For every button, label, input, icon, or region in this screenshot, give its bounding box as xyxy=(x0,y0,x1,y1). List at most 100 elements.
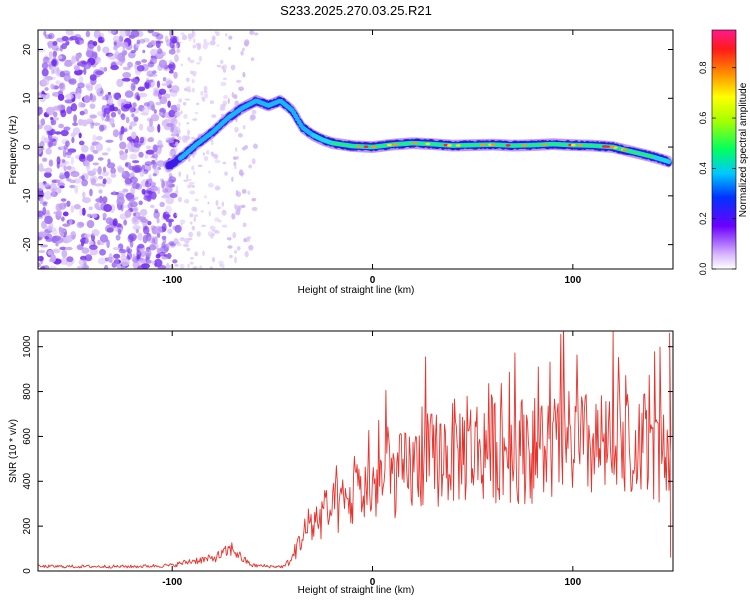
heatmap-noise-blob xyxy=(91,51,98,59)
heatmap-noise-blob xyxy=(117,167,125,173)
heatmap-noise-blob xyxy=(91,229,100,237)
heatmap-noise-blob xyxy=(115,234,121,241)
heatmap-noise-blob xyxy=(44,92,50,100)
heatmap-noise-blob xyxy=(108,253,113,261)
heatmap-ridge-hotspot xyxy=(480,143,486,147)
heatmap-noise-blob xyxy=(81,145,89,153)
heatmap-noise-blob xyxy=(236,79,242,84)
heatmap-noise-blob xyxy=(203,38,207,45)
heatmap-noise-blob xyxy=(120,265,125,269)
heatmap-noise-blob xyxy=(76,62,83,67)
heatmap-noise-blob xyxy=(196,102,200,106)
heatmap-noise-blob xyxy=(192,266,197,269)
heatmap-noise-blob xyxy=(128,125,133,130)
heatmap-noise-blob xyxy=(52,248,61,254)
heatmap-noise-blob xyxy=(242,71,246,78)
heatmap-noise-blob xyxy=(176,243,182,247)
heatmap-noise-blob xyxy=(235,210,241,216)
heatmap-noise-blob xyxy=(142,226,150,235)
heatmap-noise-blob xyxy=(89,188,93,197)
heatmap-noise-blob xyxy=(41,78,50,86)
heatmap-noise-blob xyxy=(180,63,184,67)
heatmap-noise-blob xyxy=(214,31,217,34)
heatmap-noise-blob xyxy=(243,238,247,243)
heatmap-noise-blob xyxy=(236,155,239,160)
heatmap-noise-blob xyxy=(131,164,141,174)
heatmap-noise-blob xyxy=(193,216,196,223)
heatmap-ridge-peak xyxy=(650,155,655,159)
heatmap-noise-blob xyxy=(153,166,160,174)
heatmap-noise-blob xyxy=(186,122,190,125)
heatmap-noise-blob xyxy=(244,39,250,46)
heatmap-noise-blob xyxy=(221,224,228,228)
heatmap-noise-blob xyxy=(180,110,183,114)
heatmap-noise-blob xyxy=(103,264,109,269)
heatmap-noise-blob xyxy=(102,178,107,185)
heatmap-noise-blob xyxy=(71,136,75,144)
heatmap-noise-blob xyxy=(48,32,55,40)
heatmap-noise-blob xyxy=(78,222,85,227)
heatmap-noise-blob xyxy=(95,70,104,75)
heatmap-noise-blob xyxy=(44,34,53,40)
heatmap-noise-blob xyxy=(116,78,124,88)
heatmap-noise-blob xyxy=(55,203,63,212)
heatmap-noise-blob xyxy=(88,206,93,211)
heatmap-noise-blob xyxy=(123,128,128,132)
heatmap-noise-blob xyxy=(83,94,91,104)
heatmap-noise-blob xyxy=(191,79,195,84)
heatmap-noise-blob xyxy=(181,34,188,41)
heatmap-noise-blob xyxy=(101,112,105,121)
heatmap-noise-blob xyxy=(178,171,182,177)
heatmap-noise-blob xyxy=(47,227,57,232)
heatmap-noise-blob xyxy=(169,192,178,199)
heatmap-ridge-hotspot xyxy=(542,143,547,146)
heatmap-noise-blob xyxy=(76,40,80,45)
heatmap-noise-blob xyxy=(81,263,89,269)
heatmap-noise-blob xyxy=(148,178,152,185)
heatmap-noise-blob xyxy=(237,133,243,138)
heatmap-noise-blob xyxy=(101,170,110,177)
heatmap-noise-blob xyxy=(89,114,98,119)
heatmap-noise-blob xyxy=(153,210,160,219)
heatmap-noise-blob xyxy=(99,124,105,132)
heatmap-noise-blob xyxy=(178,121,181,128)
heatmap-ridge-hotspot xyxy=(363,145,369,148)
heatmap-noise-blob xyxy=(194,251,198,257)
heatmap-noise-blob xyxy=(117,108,121,115)
heatmap-noise-blob xyxy=(44,236,49,240)
heatmap-noise-blob xyxy=(81,61,88,65)
heatmap-noise-blob xyxy=(209,100,215,104)
heatmap-noise-blob xyxy=(146,125,155,133)
heatmap-noise-blob xyxy=(174,111,181,118)
heatmap-noise-blob xyxy=(86,154,94,162)
heatmap-noise-blob xyxy=(203,85,208,92)
heatmap-noise-blob xyxy=(45,148,52,155)
heatmap-noise-blob xyxy=(70,103,78,112)
heatmap-noise-blob xyxy=(63,202,67,208)
heatmap-noise-blob xyxy=(120,258,130,267)
heatmap-noise-blob xyxy=(68,219,73,225)
heatmap-noise-blob xyxy=(209,40,216,46)
heatmap-noise-blob xyxy=(60,146,67,151)
heatmap-noise-blob xyxy=(103,107,111,115)
heatmap-noise-blob xyxy=(138,151,144,158)
heatmap-noise-blob xyxy=(85,49,93,58)
heatmap-noise-blob xyxy=(94,202,100,210)
heatmap-noise-blob xyxy=(107,158,111,164)
heatmap-noise-blob xyxy=(144,161,153,166)
heatmap-noise-blob xyxy=(162,76,167,82)
heatmap-ridge-hotspot xyxy=(447,144,452,147)
heatmap-noise-blob xyxy=(172,259,178,264)
heatmap-noise-blob xyxy=(106,227,114,233)
heatmap-noise-blob xyxy=(149,181,157,187)
heatmap-noise-blob xyxy=(84,160,91,168)
heatmap-noise-blob xyxy=(40,265,46,269)
heatmap-noise-blob xyxy=(51,179,61,184)
heatmap-noise-blob xyxy=(167,228,173,234)
heatmap-noise-blob xyxy=(196,62,201,65)
heatmap-noise-blob xyxy=(129,153,138,160)
colorbar-frame xyxy=(711,29,737,270)
heatmap-noise-blob xyxy=(70,156,75,165)
heatmap-noise-blob xyxy=(149,204,155,209)
